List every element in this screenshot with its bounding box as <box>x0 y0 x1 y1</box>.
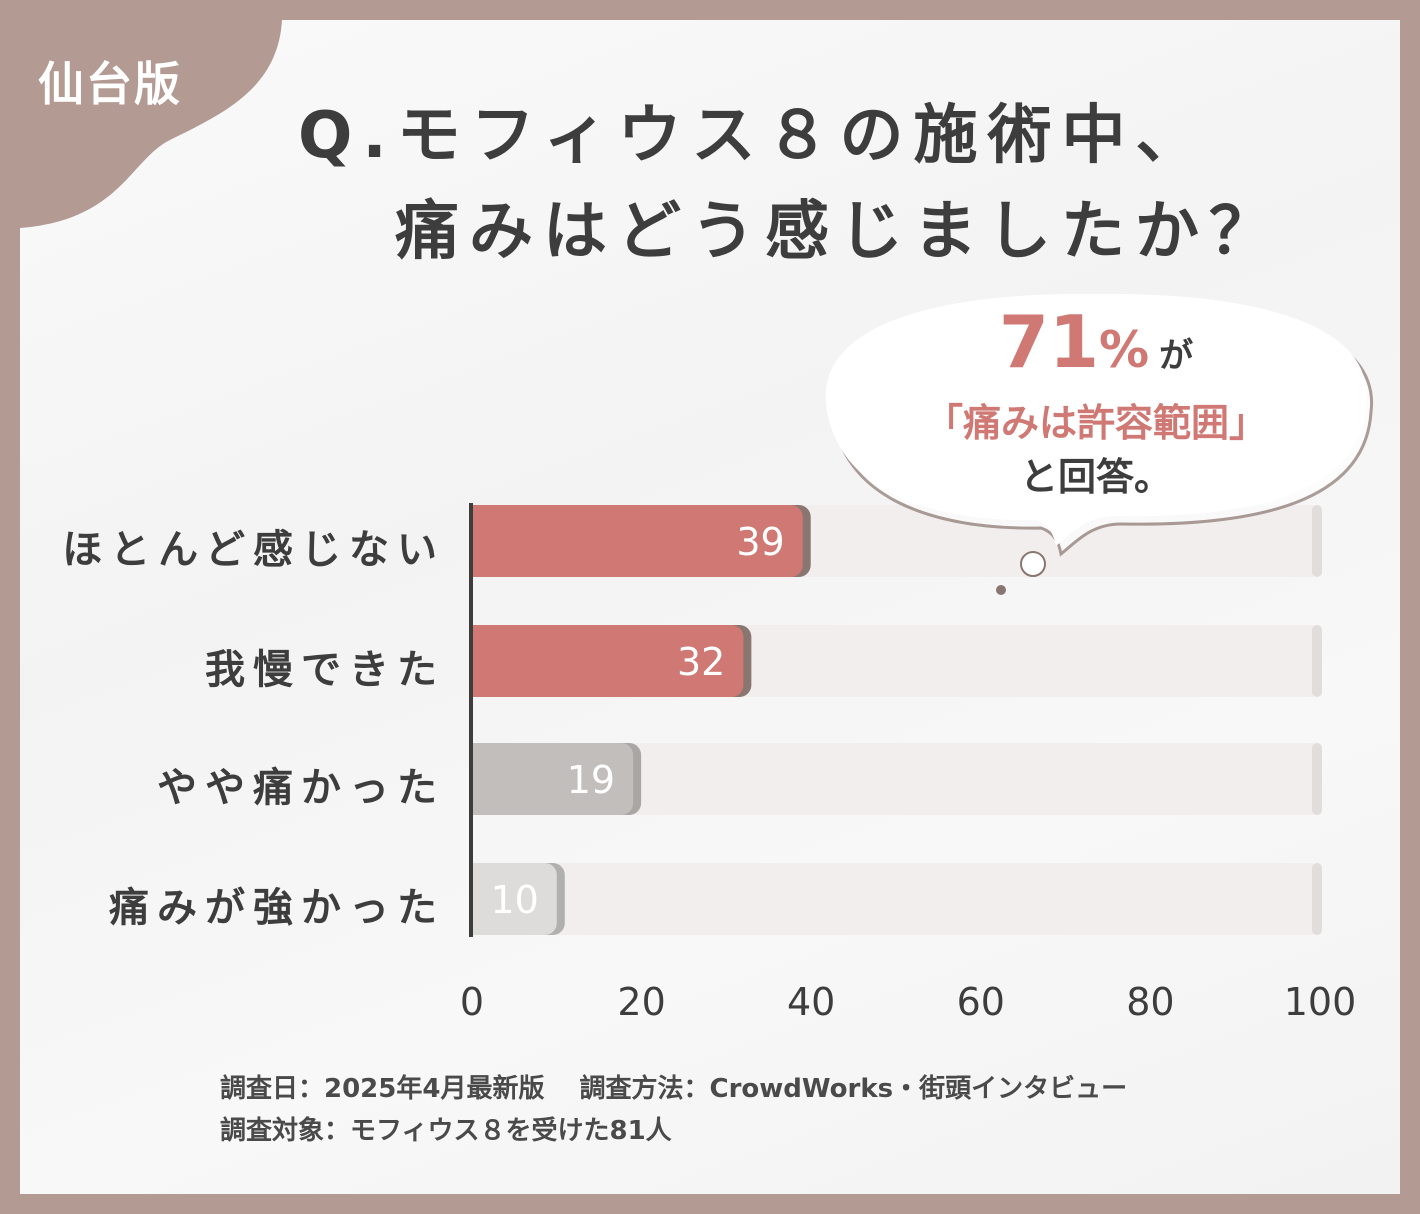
bar-value-label: 39 <box>736 520 784 564</box>
x-tick-label: 40 <box>787 980 836 1024</box>
y-axis-line <box>469 503 473 937</box>
category-label: やや痛かった <box>157 765 445 811</box>
bar-1 <box>472 625 744 697</box>
bar-value-label: 32 <box>677 640 725 684</box>
bar-track-edge <box>1312 863 1322 935</box>
x-tick-label: 60 <box>956 980 1005 1024</box>
category-label: 我慢できた <box>205 647 445 693</box>
callout-percent-value: 71 <box>998 300 1100 384</box>
bar-fill-left <box>472 505 492 577</box>
footer-survey-target: 調査対象：モフィウス８を受けた81人 <box>220 1116 672 1146</box>
infographic-card <box>20 20 1400 1194</box>
bar-fill-left <box>472 625 492 697</box>
x-tick-label: 80 <box>1126 980 1175 1024</box>
speech-bubble <box>825 293 1374 595</box>
corner-badge-shape <box>20 20 282 228</box>
callout-line-2: 「痛みは許容範囲」 <box>924 401 1267 445</box>
title-line-2: 痛みはどう感じましたか？ <box>395 195 1283 269</box>
bar-0 <box>472 505 803 577</box>
callout-percent-sign: % <box>1099 321 1150 379</box>
x-tick-label: 100 <box>1283 980 1357 1024</box>
bar-track <box>472 743 1320 815</box>
bar-fill-left <box>472 863 492 935</box>
category-label: 痛みが強かった <box>109 885 445 931</box>
bar-value-label: 19 <box>567 758 615 802</box>
bar-value-label: 10 <box>490 878 538 922</box>
x-tick-label: 0 <box>459 980 485 1024</box>
bar-2 <box>472 743 634 815</box>
bar-track-edge <box>1312 625 1322 697</box>
footer-survey-info: 調査日：2025年4月最新版 調査方法：CrowdWorks・街頭インタビュー <box>220 1074 1128 1104</box>
bar-track <box>472 863 1320 935</box>
callout-percent: 71% が <box>818 300 1374 384</box>
bar-track-edge <box>1312 743 1322 815</box>
bar-fill-left <box>472 743 492 815</box>
edition-badge: 仙台版 <box>38 57 182 111</box>
bar-3 <box>472 863 557 935</box>
bar-track-edge <box>1312 505 1322 577</box>
category-label: ほとんど感じない <box>62 527 445 573</box>
callout-particle: が <box>1159 336 1194 376</box>
x-tick-label: 20 <box>617 980 666 1024</box>
callout-line-3: と回答。 <box>1019 455 1172 499</box>
title-line-1: Q.モフィウス８の施術中、 <box>298 99 1210 173</box>
